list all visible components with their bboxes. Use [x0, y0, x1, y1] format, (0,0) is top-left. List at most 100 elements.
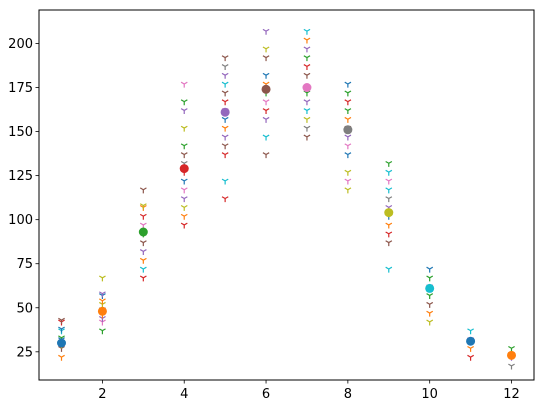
mean-point: [220, 107, 230, 117]
tri-down-marker: [221, 196, 229, 203]
tri-down-marker: [139, 257, 147, 264]
tri-down-marker: [426, 293, 434, 300]
mean-point: [302, 83, 312, 93]
tri-down-marker: [303, 108, 311, 115]
tri-down-marker: [303, 46, 311, 53]
mean-point: [466, 336, 476, 346]
tri-down-marker: [98, 291, 106, 298]
tri-down-marker: [180, 213, 188, 220]
tri-down-marker: [303, 99, 311, 106]
tri-down-marker: [139, 249, 147, 255]
x-tick-label: 4: [180, 387, 188, 402]
tri-down-marker: [262, 116, 270, 123]
tri-down-marker: [58, 317, 65, 324]
tri-down-marker: [344, 134, 352, 141]
tri-down-marker: [262, 72, 270, 79]
tri-down-marker: [426, 319, 434, 326]
mean-point: [507, 350, 516, 360]
tri-down-marker: [344, 152, 352, 159]
tri-down-marker: [180, 108, 188, 115]
tri-down-marker: [180, 152, 188, 159]
tri-down-marker: [426, 275, 434, 282]
tri-down-marker: [221, 116, 229, 123]
tri-down-marker: [344, 81, 352, 88]
y-tick-label: 75: [16, 257, 33, 272]
tri-down-marker: [180, 222, 188, 229]
tri-down-marker: [221, 134, 229, 141]
tri-down-marker: [180, 125, 188, 132]
y-tick-label: 150: [8, 125, 33, 140]
tri-down-marker: [180, 205, 188, 211]
tri-down-marker: [467, 354, 475, 361]
mean-point: [425, 283, 435, 293]
tri-down-marker: [344, 169, 352, 176]
tri-down-marker: [98, 275, 106, 282]
tri-down-marker: [303, 90, 311, 97]
tri-down-marker: [221, 152, 229, 159]
tri-down-marker: [426, 266, 434, 273]
tri-down-marker: [344, 108, 352, 115]
tri-down-marker: [98, 298, 106, 305]
tri-down-marker: [221, 178, 229, 185]
tri-down-marker: [221, 143, 229, 150]
tri-down-marker: [98, 328, 106, 335]
tri-down-marker: [262, 28, 270, 35]
tri-down-marker: [180, 99, 188, 106]
mean-point: [261, 84, 271, 94]
tri-down-marker: [303, 55, 311, 62]
tri-down-marker: [385, 231, 393, 238]
x-tick-label: 6: [262, 387, 270, 402]
tri-down-marker: [139, 240, 147, 247]
tri-down-marker: [262, 55, 270, 62]
tri-down-marker: [385, 240, 393, 247]
x-tick-label: 10: [421, 387, 438, 402]
tri-down-marker: [262, 99, 270, 106]
tri-down-marker: [344, 178, 352, 185]
tri-down-marker: [221, 90, 229, 97]
tri-down-marker: [262, 108, 270, 115]
tri-down-marker: [139, 213, 147, 220]
tri-down-marker: [221, 72, 229, 79]
tri-down-marker: [180, 196, 188, 203]
mean-point-layer: [57, 83, 516, 360]
tri-down-marker: [303, 134, 311, 141]
tri-down-marker: [303, 28, 311, 35]
tri-down-marker: [344, 90, 352, 97]
y-axis: 25 50 75 100 125 150 175 200: [8, 37, 39, 360]
tri-down-marker: [385, 178, 393, 185]
tri-down-marker: [344, 187, 352, 194]
tri-down-marker: [385, 160, 393, 167]
tri-down-marker: [467, 328, 475, 335]
tri-down-marker: [58, 354, 65, 361]
y-tick-label: 175: [8, 81, 33, 96]
tri-down-marker: [221, 81, 229, 88]
x-tick-label: 12: [503, 387, 520, 402]
tri-down-marker: [303, 116, 311, 123]
tri-down-marker: [262, 152, 270, 159]
tri-down-marker: [139, 187, 147, 194]
mean-point: [97, 306, 107, 316]
tri-down-marker: [344, 99, 352, 106]
tri-down-marker: [139, 266, 147, 273]
tri-down-marker: [221, 99, 229, 106]
x-axis: 2 4 6 8 10 12: [98, 380, 520, 402]
tri-down-marker: [508, 363, 515, 370]
mean-point: [179, 164, 189, 174]
tri-down-marker: [385, 222, 393, 229]
tri-down-marker: [467, 345, 475, 352]
x-tick-label: 2: [98, 387, 106, 402]
tri-down-marker: [385, 196, 393, 203]
tri-down-marker: [385, 169, 393, 176]
tri-down-marker: [221, 64, 229, 70]
tri-down-marker: [180, 81, 188, 88]
y-tick-label: 125: [8, 169, 33, 184]
mean-point: [343, 125, 353, 135]
tri-down-marker: [180, 187, 188, 194]
tri-down-marker: [221, 55, 229, 62]
tri-down-marker: [426, 301, 434, 308]
tri-down-marker: [344, 116, 352, 123]
tri-down-marker: [58, 326, 65, 333]
tri-down-marker: [303, 72, 311, 79]
